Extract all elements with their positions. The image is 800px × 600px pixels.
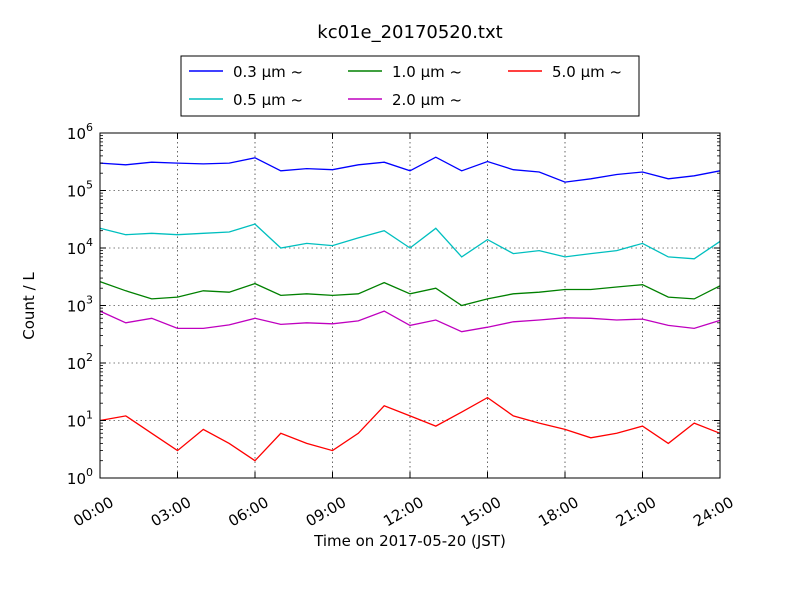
- y-tick-label: 100: [67, 466, 93, 488]
- y-tick-label: 106: [67, 121, 93, 143]
- legend-label-1: 0.5 μm ~: [233, 91, 303, 109]
- y-tick-base: 10: [67, 183, 86, 201]
- y-tick-base: 10: [67, 413, 86, 431]
- x-axis-label: Time on 2017-05-20 (JST): [313, 532, 506, 550]
- x-tick-label: 00:00: [70, 493, 116, 530]
- y-tick-base: 10: [67, 240, 86, 258]
- y-tick-label: 104: [67, 236, 93, 258]
- grid-layer: [99, 133, 721, 478]
- y-tick-label: 105: [67, 179, 93, 201]
- y-tick-base: 10: [67, 125, 86, 143]
- x-tick-label: 09:00: [303, 493, 349, 530]
- legend-label-3: 2.0 μm ~: [392, 91, 462, 109]
- legend-label-2: 1.0 μm ~: [392, 63, 462, 81]
- x-tick-label: 24:00: [690, 493, 736, 530]
- tick-layer: 00:00 03:00 06:00 09:00 12:00 15:00 18:00 21:00…: [67, 121, 737, 530]
- x-tick-label: 03:00: [148, 493, 194, 530]
- y-tick-exponent: 6: [86, 121, 93, 134]
- y-tick-exponent: 2: [86, 351, 93, 364]
- y-tick-label: 101: [67, 409, 93, 431]
- y-tick-exponent: 3: [86, 294, 93, 307]
- series-line-4: [99, 396, 721, 462]
- x-tick-label: 12:00: [380, 493, 426, 530]
- legend-box: [180, 55, 640, 117]
- y-tick-exponent: 0: [86, 466, 93, 479]
- x-tick-label: 18:00: [535, 493, 581, 530]
- chart-title: kc01e_20170520.txt: [317, 22, 502, 43]
- y-tick-base: 10: [67, 355, 86, 373]
- x-tick-label: 15:00: [458, 493, 504, 530]
- series-line-3: [99, 310, 721, 333]
- legend: 0.3 μm ~ 0.5 μm ~ 1.0 μm ~ 2.0 μm ~ 5.0 μm ~: [180, 55, 640, 117]
- legend-label-0: 0.3 μm ~: [233, 63, 303, 81]
- y-tick-exponent: 4: [86, 236, 93, 249]
- x-tick-label: 06:00: [225, 493, 271, 530]
- series-line-0: [99, 156, 721, 183]
- y-tick-base: 10: [67, 470, 86, 488]
- y-tick-exponent: 1: [86, 409, 93, 422]
- series-layer: [99, 156, 721, 462]
- y-tick-exponent: 5: [86, 179, 93, 192]
- x-tick-label: 21:00: [613, 493, 659, 530]
- y-tick-label: 102: [67, 351, 93, 373]
- y-tick-label: 103: [67, 294, 93, 316]
- series-line-2: [99, 280, 721, 307]
- legend-label-4: 5.0 μm ~: [552, 63, 622, 81]
- y-tick-base: 10: [67, 298, 86, 316]
- series-line-1: [99, 223, 721, 260]
- y-axis-label: Count / L: [20, 272, 38, 340]
